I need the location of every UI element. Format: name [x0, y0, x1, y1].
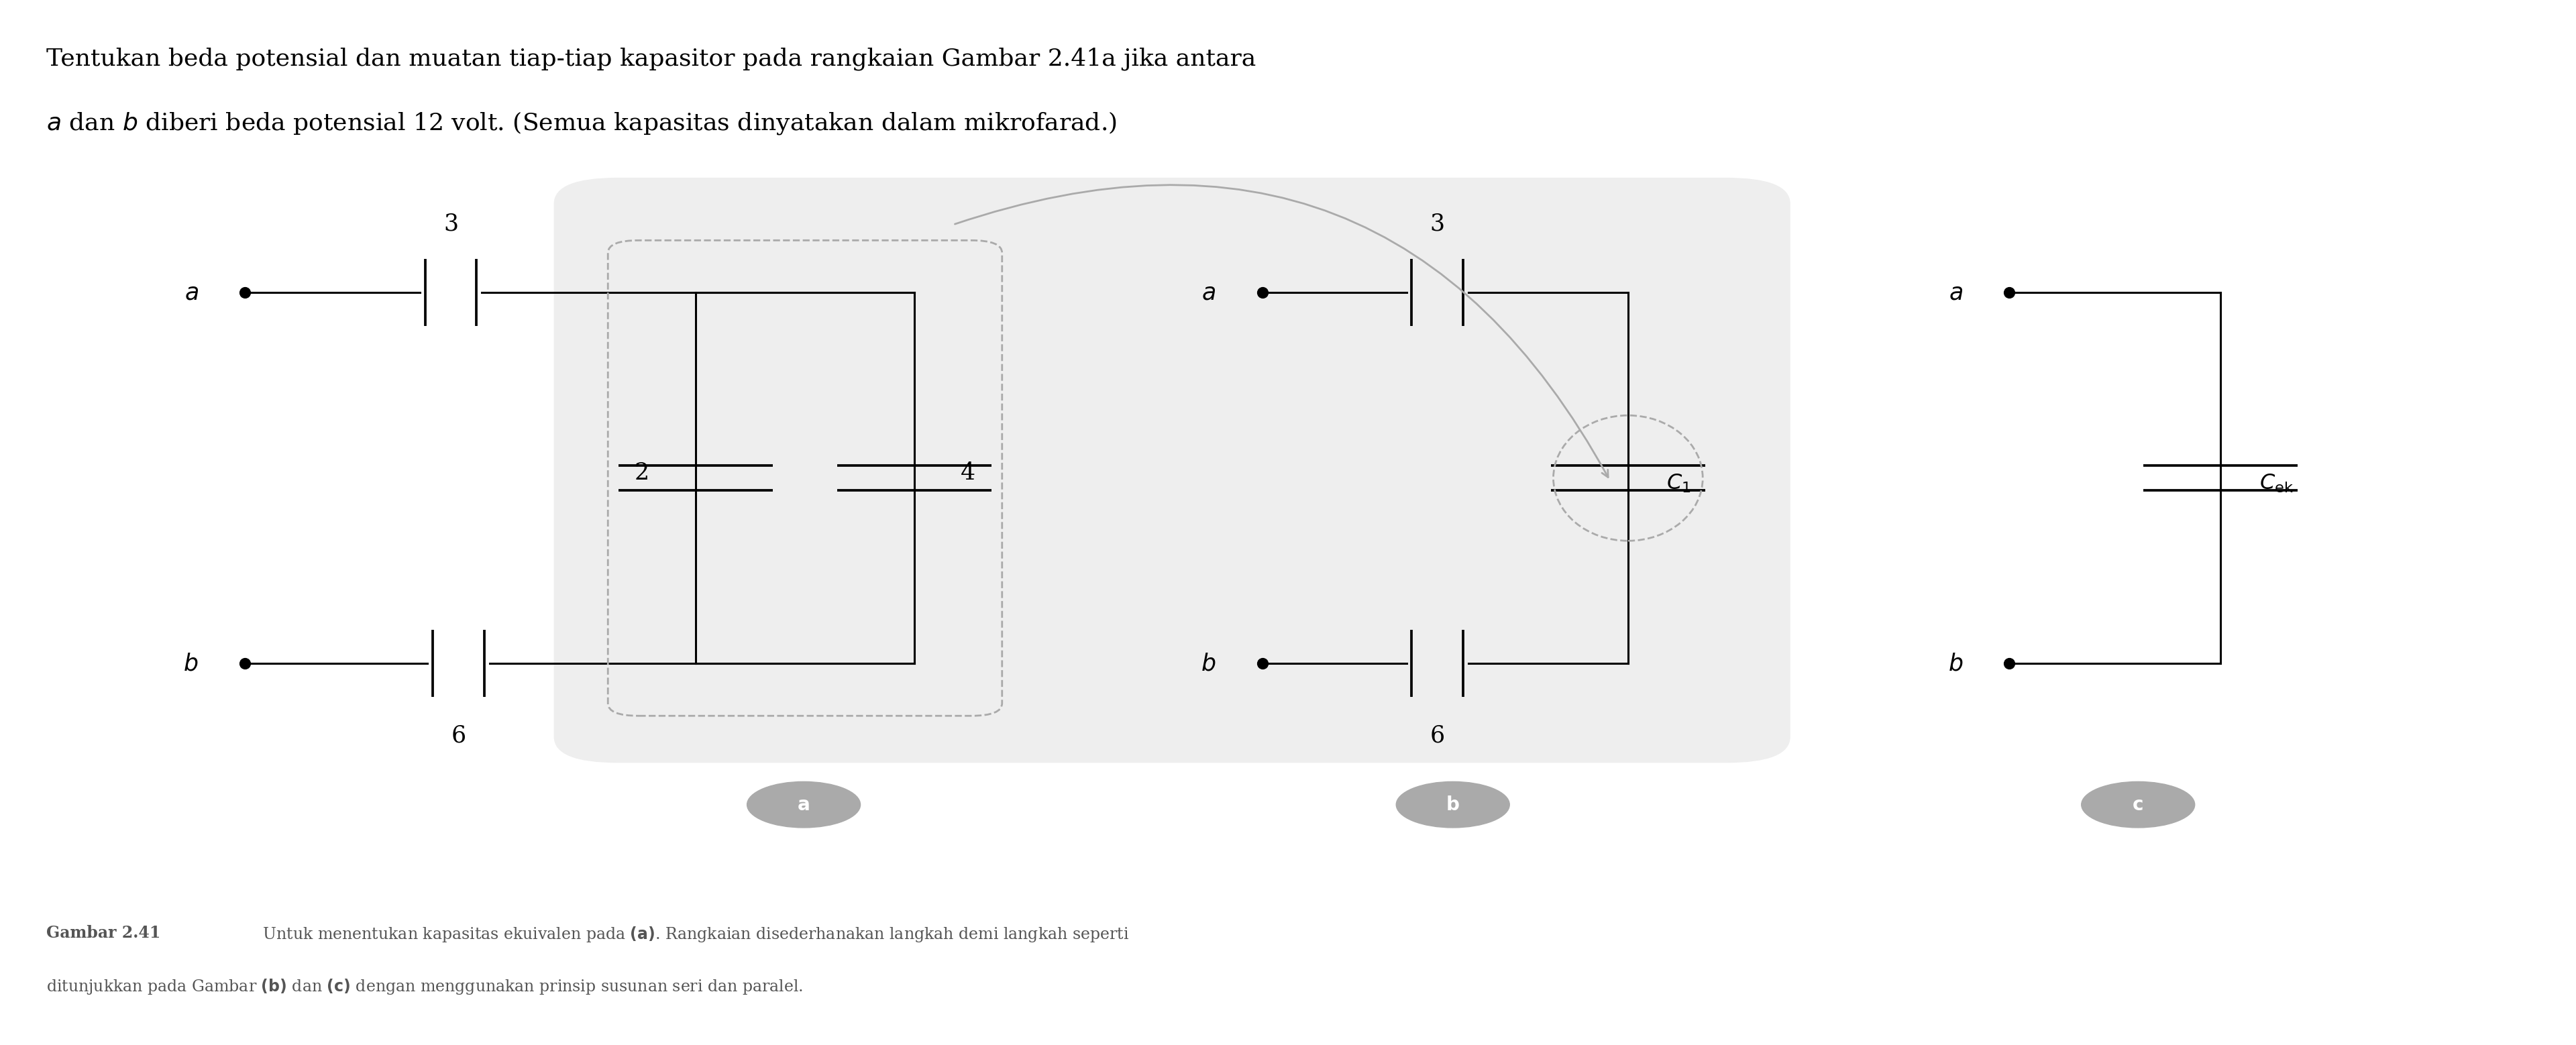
Point — [224, 284, 265, 301]
Text: $b$: $b$ — [1947, 652, 1963, 675]
Text: a: a — [799, 795, 809, 814]
Text: ditunjukkan pada Gambar $\mathbf{(b)}$ dan $\mathbf{(c)}$ dengan menggunakan pri: ditunjukkan pada Gambar $\mathbf{(b)}$ d… — [46, 977, 804, 996]
Text: 6: 6 — [451, 724, 466, 747]
Circle shape — [2081, 782, 2195, 828]
Text: $a$: $a$ — [1950, 281, 1963, 304]
Text: $a$: $a$ — [1203, 281, 1216, 304]
Point — [1242, 284, 1283, 301]
Text: Tentukan beda potensial dan muatan tiap-tiap kapasitor pada rangkaian Gambar 2.4: Tentukan beda potensial dan muatan tiap-… — [46, 47, 1257, 70]
Text: $b$: $b$ — [1200, 652, 1216, 675]
Text: 2: 2 — [634, 462, 649, 484]
Text: $b$: $b$ — [183, 652, 198, 675]
FancyBboxPatch shape — [554, 178, 1790, 763]
Text: 6: 6 — [1430, 724, 1445, 747]
Text: Untuk menentukan kapasitas ekuivalen pada $\mathbf{(a)}$. Rangkaian disederhanak: Untuk menentukan kapasitas ekuivalen pad… — [258, 925, 1128, 944]
FancyArrowPatch shape — [956, 185, 1607, 478]
Point — [1242, 655, 1283, 672]
Text: $C_1$: $C_1$ — [1667, 472, 1690, 494]
Point — [224, 655, 265, 672]
Text: $a$: $a$ — [185, 281, 198, 304]
Text: 3: 3 — [443, 212, 459, 235]
Circle shape — [747, 782, 860, 828]
Text: c: c — [2133, 795, 2143, 814]
Point — [1989, 655, 2030, 672]
Text: 4: 4 — [961, 462, 976, 484]
Text: 3: 3 — [1430, 212, 1445, 235]
Text: b: b — [1445, 795, 1461, 814]
Text: Gambar 2.41: Gambar 2.41 — [46, 925, 160, 941]
Circle shape — [1396, 782, 1510, 828]
Point — [1989, 284, 2030, 301]
Text: $a$ dan $b$ diberi beda potensial 12 volt. (Semua kapasitas dinyatakan dalam mik: $a$ dan $b$ diberi beda potensial 12 vol… — [46, 110, 1118, 136]
Text: $C_{\mathrm{ek}}$: $C_{\mathrm{ek}}$ — [2259, 472, 2293, 494]
